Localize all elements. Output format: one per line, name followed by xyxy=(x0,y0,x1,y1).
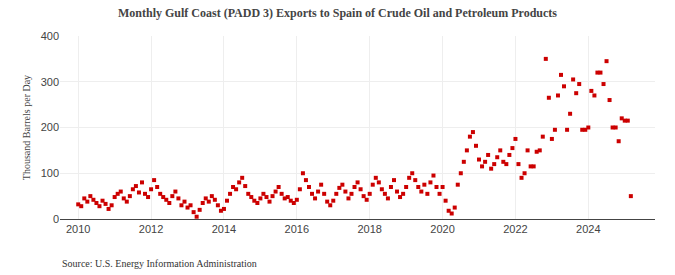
svg-text:2012: 2012 xyxy=(139,223,163,235)
svg-text:200: 200 xyxy=(41,121,59,133)
svg-text:Source: U.S. Energy Informatio: Source: U.S. Energy Information Administ… xyxy=(62,258,257,269)
svg-text:100: 100 xyxy=(41,167,59,179)
svg-text:2016: 2016 xyxy=(285,223,309,235)
svg-text:2014: 2014 xyxy=(212,223,236,235)
svg-text:2020: 2020 xyxy=(430,223,454,235)
svg-text:2022: 2022 xyxy=(503,223,527,235)
svg-text:2018: 2018 xyxy=(357,223,381,235)
svg-text:Thousand Barrels per Day: Thousand Barrels per Day xyxy=(21,75,32,180)
svg-text:300: 300 xyxy=(41,76,59,88)
svg-text:2010: 2010 xyxy=(66,223,90,235)
svg-text:2024: 2024 xyxy=(576,223,600,235)
svg-text:400: 400 xyxy=(41,30,59,42)
svg-text:0: 0 xyxy=(53,213,59,225)
svg-text:Monthly Gulf Coast (PADD 3) Ex: Monthly Gulf Coast (PADD 3) Exports to S… xyxy=(118,6,557,20)
